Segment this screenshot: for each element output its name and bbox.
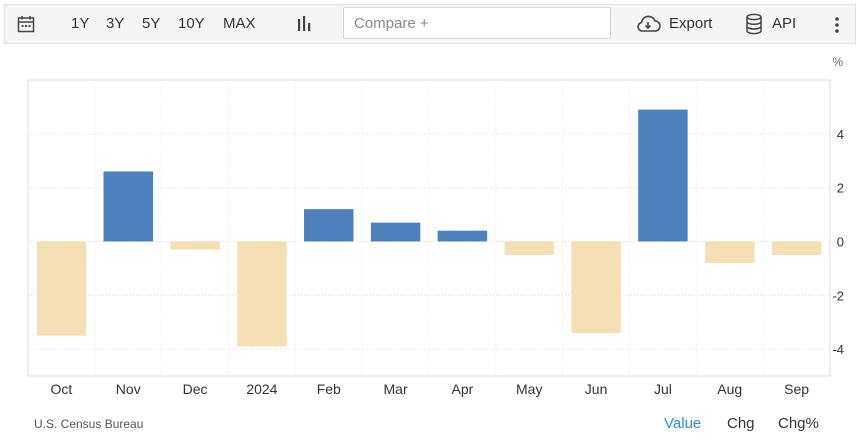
- calendar-icon[interactable]: [17, 15, 35, 33]
- y-axis-unit: %: [832, 55, 843, 69]
- x-tick-label: Sep: [784, 381, 809, 397]
- bar-aug: [705, 241, 755, 263]
- bar-oct: [36, 241, 87, 336]
- x-tick-label: Oct: [51, 381, 73, 397]
- bar-jul: [638, 109, 688, 242]
- x-tick-label: Dec: [183, 381, 208, 397]
- y-tick-label: -4: [832, 342, 844, 357]
- range-max-button[interactable]: MAX: [223, 15, 256, 32]
- compare-input[interactable]: [343, 7, 611, 39]
- x-tick-label: Mar: [384, 381, 408, 397]
- x-tick-label: Aug: [717, 381, 742, 397]
- cloud-download-icon[interactable]: [635, 14, 661, 34]
- x-tick-label: May: [516, 381, 542, 397]
- x-tick-label: Apr: [452, 381, 474, 397]
- bar-may: [504, 241, 554, 255]
- mode-value-button[interactable]: Value: [664, 415, 702, 432]
- chart-type-icon[interactable]: [297, 15, 313, 33]
- bar-jun: [571, 241, 621, 333]
- range-5y-button[interactable]: 5Y: [142, 15, 161, 32]
- data-source: U.S. Census Bureau: [34, 417, 144, 431]
- bar-apr: [437, 230, 488, 242]
- x-tick-label: 2024: [246, 381, 277, 397]
- range-3y-button[interactable]: 3Y: [106, 15, 125, 32]
- chart-area: Oct Nov Dec 2024 Feb Mar Apr May Jun Jul Aug Sep -4 -…: [0, 46, 858, 406]
- more-options-icon[interactable]: [834, 16, 840, 34]
- x-tick-label: Feb: [317, 381, 341, 397]
- mode-chg-pct-button[interactable]: Chg%: [778, 415, 819, 432]
- y-tick-label: -2: [832, 288, 844, 303]
- chart-toolbar: 1Y 3Y 5Y 10Y MAX Export API: [4, 4, 856, 44]
- x-tick-label: Nov: [116, 381, 141, 397]
- x-tick-label: Jun: [585, 381, 608, 397]
- x-tick-label: Jul: [654, 381, 672, 397]
- range-1y-button[interactable]: 1Y: [71, 15, 90, 32]
- bar-nov: [103, 171, 153, 242]
- export-button[interactable]: Export: [669, 15, 713, 32]
- mode-chg-button[interactable]: Chg: [727, 415, 755, 432]
- bar-2024: [237, 241, 287, 347]
- bar-feb: [304, 209, 354, 242]
- range-10y-button[interactable]: 10Y: [178, 15, 205, 32]
- bar-sep: [771, 241, 822, 255]
- bar-dec: [170, 241, 220, 250]
- bar-chart: Oct Nov Dec 2024 Feb Mar Apr May Jun Jul Aug Sep -4 -…: [27, 55, 844, 397]
- api-button[interactable]: API: [772, 15, 797, 32]
- database-icon[interactable]: [745, 13, 763, 35]
- y-tick-label: 2: [837, 181, 844, 196]
- bar-mar: [370, 222, 421, 242]
- y-tick-label: 0: [837, 234, 844, 249]
- y-tick-label: 4: [837, 127, 844, 142]
